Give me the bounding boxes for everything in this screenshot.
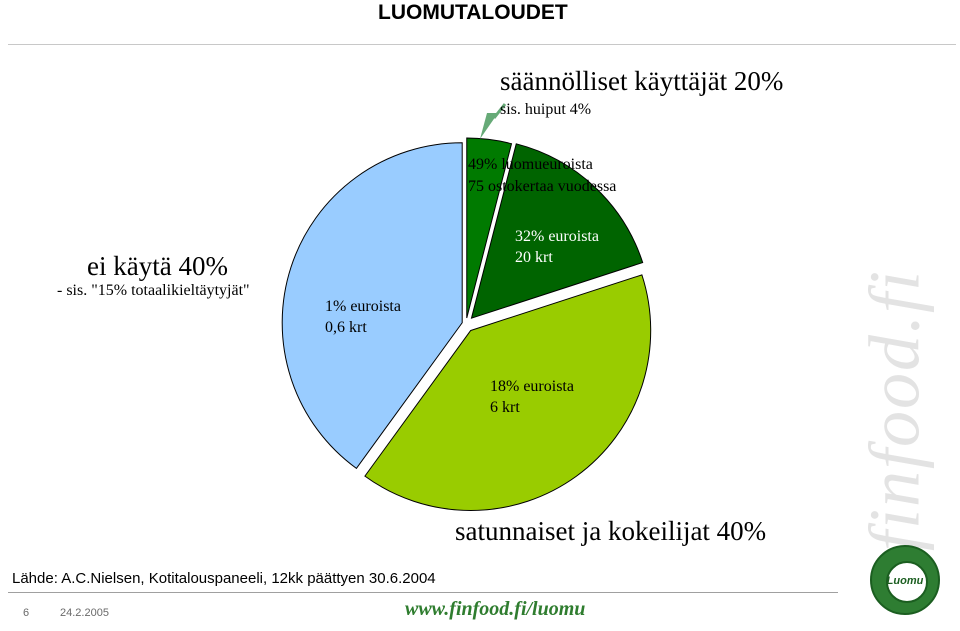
page-number: 6 xyxy=(23,607,30,619)
non-users-detail-line1: 1% euroista xyxy=(325,298,401,315)
pie-slice-2 xyxy=(470,143,644,319)
regular-detail-line2: 20 krt xyxy=(515,249,553,266)
regular-detail-line1: 32% euroista xyxy=(515,228,599,245)
pie-slice-3 xyxy=(364,274,652,511)
top-divider xyxy=(8,44,956,45)
luomu-seal-logo: Luomu xyxy=(870,545,940,615)
peaks-label: sis. huiput 4% xyxy=(500,101,592,118)
occasional-detail-line1: 18% euroista xyxy=(490,378,574,395)
pointer-arrow-shaft xyxy=(492,103,507,119)
occasional-users-label: satunnaiset ja kokeilijat 40% xyxy=(455,516,767,546)
non-users-detail-line2: 0,6 krt xyxy=(325,319,367,336)
non-users-label: ei käytä 40% xyxy=(87,251,228,281)
bottom-divider xyxy=(8,592,838,593)
seal-text: Luomu xyxy=(886,575,924,587)
pie-slice-1 xyxy=(466,137,513,319)
seal-center xyxy=(886,561,928,603)
page-title: LUOMUTALOUDET xyxy=(378,1,568,24)
regular-users-label: säännölliset käyttäjät 20% xyxy=(500,66,784,96)
pie-slices xyxy=(281,137,652,511)
peaks-detail-line2: 75 ostokertaa vuodessa xyxy=(468,178,617,195)
footer-date: 24.2.2005 xyxy=(60,607,109,619)
pie-slice-4 xyxy=(281,142,463,470)
pointer-arrow-icon xyxy=(480,113,498,139)
source-note: Lähde: A.C.Nielsen, Kotitalouspaneeli, 1… xyxy=(12,570,436,587)
occasional-detail-line2: 6 krt xyxy=(490,399,520,416)
footer-url-link[interactable]: www.finfood.fi/luomu xyxy=(405,598,586,620)
peaks-detail-line1: 49% luomueuroista xyxy=(468,156,593,173)
non-users-sublabel: - sis. "15% totaalikieltäytyjät" xyxy=(57,282,250,299)
